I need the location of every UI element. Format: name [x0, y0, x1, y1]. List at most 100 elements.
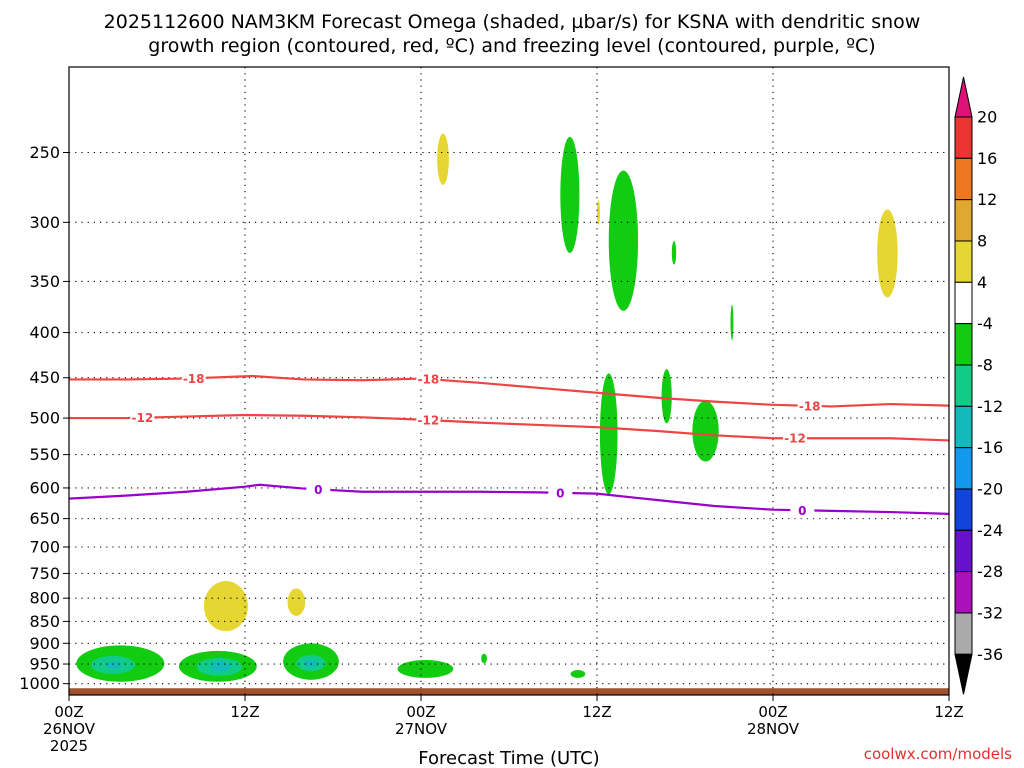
x-tick-60: 12Z	[934, 703, 963, 721]
omega-region-1	[560, 136, 580, 254]
colorbar-top-arrow	[954, 76, 973, 118]
x-tick-36: 12Z	[582, 703, 611, 721]
contour-label-0-2: 0	[798, 504, 806, 518]
y-tick-550: 550	[29, 445, 60, 464]
x-tick-48: 00Z	[758, 703, 787, 721]
omega-region-9	[692, 400, 719, 462]
colorbar-label-8: -16	[977, 438, 1003, 457]
x-tick-0: 00Z	[54, 703, 83, 721]
omega-region-0	[437, 133, 449, 185]
omega-region-6	[877, 209, 898, 298]
colorbar-label-10: -24	[977, 521, 1003, 540]
credit-link[interactable]: coolwx.com/models	[864, 745, 1012, 763]
surface-ground	[69, 688, 949, 695]
contour-label--12-1: -12	[417, 413, 439, 427]
colorbar-swatch-3	[954, 240, 973, 283]
colorbar-bottom-arrow	[954, 653, 973, 695]
omega-region-10	[203, 581, 248, 632]
x-tick-24: 00Z	[406, 703, 435, 721]
y-tick-700: 700	[29, 538, 60, 557]
contour-label-0-0: 0	[314, 483, 322, 497]
y-tick-300: 300	[29, 213, 60, 232]
omega-region-2	[597, 200, 600, 225]
x-tick-12: 12Z	[230, 703, 259, 721]
colorbar-swatch-0	[954, 116, 973, 159]
y-tick-750: 750	[29, 564, 60, 583]
colorbar-label-5: -4	[977, 314, 993, 333]
y-tick-600: 600	[29, 478, 60, 497]
plot-frame	[68, 66, 950, 696]
contour-label-0-1: 0	[556, 486, 564, 500]
contour-label-bg	[416, 371, 441, 388]
omega-region-3	[608, 170, 639, 311]
omega-region-8	[661, 369, 672, 424]
omega-region-22	[481, 653, 488, 664]
omega-region-17	[209, 661, 231, 672]
colorbar-label-7: -12	[977, 397, 1003, 416]
colorbar-label-0: 20	[977, 108, 997, 127]
x-year-0: 2025	[50, 737, 88, 755]
contour-line--12	[69, 413, 949, 442]
y-tick-950: 950	[29, 655, 60, 674]
contour-label--18-2: -18	[799, 399, 821, 413]
contour-label--18-1: -18	[417, 373, 439, 387]
y-tick-850: 850	[29, 612, 60, 631]
colorbar-label-1: 16	[977, 149, 997, 168]
omega-region-7	[599, 373, 618, 495]
contour-label-bg	[130, 409, 155, 426]
y-tick-250: 250	[29, 143, 60, 162]
omega-region-11	[287, 588, 306, 616]
contour-label--12-0: -12	[131, 411, 153, 425]
omega-colorbar: 20 16 12 8 4 -4 -8 -12 -16 -20 -24 -28 -32 -36	[954, 76, 1003, 695]
omega-region-4	[671, 241, 677, 265]
plot-area: -18 -18 -18 -12 -12 -12 0 0 0	[69, 67, 949, 695]
omega-region-21	[397, 659, 454, 678]
colorbar-label-4: 4	[977, 273, 987, 292]
y-tick-400: 400	[29, 323, 60, 342]
chart-title-line1: 2025112600 NAM3KM Forecast Omega (shaded…	[104, 11, 921, 33]
y-tick-800: 800	[29, 589, 60, 608]
colorbar-label-9: -20	[977, 479, 1003, 498]
contour-label-bg	[181, 370, 206, 387]
contour-label-bg	[548, 484, 573, 501]
colorbar-swatch-12	[954, 612, 973, 655]
y-tick-450: 450	[29, 368, 60, 387]
chart-title-line2: growth region (contoured, red, ºC) and f…	[148, 35, 875, 57]
colorbar-label-2: 12	[977, 190, 997, 209]
x-axis-title: Forecast Time (UTC)	[418, 748, 599, 768]
y-tick-900: 900	[29, 634, 60, 653]
colorbar-swatch-5	[954, 323, 973, 366]
contour-label--18-0: -18	[183, 372, 205, 386]
colorbar-label-11: -28	[977, 562, 1003, 581]
omega-region-14	[105, 661, 122, 669]
colorbar-swatch-9	[954, 488, 973, 531]
colorbar-label-6: -8	[977, 355, 993, 374]
colorbar-label-12: -32	[977, 603, 1003, 622]
omega-region-23	[570, 670, 586, 678]
colorbar-swatch-11	[954, 571, 973, 614]
pressure-axis: 250 300 350 400 450 500 550 600 650 700 750 800 850 9…	[19, 143, 69, 693]
colorbar-swatch-10	[954, 529, 973, 573]
colorbar-swatch-2	[954, 199, 973, 242]
x-date-48: 28NOV	[747, 720, 800, 738]
contour-label-bg	[797, 397, 822, 414]
x-date-24: 27NOV	[395, 720, 448, 738]
colorbar-swatch-6	[954, 364, 973, 407]
colorbar-swatch-8	[954, 447, 973, 490]
contour-label--12-2: -12	[784, 432, 806, 446]
contour-label-bg	[306, 481, 331, 498]
omega-region-5	[730, 304, 734, 341]
colorbar-swatch-7	[954, 405, 973, 449]
contour-label-bg	[783, 430, 807, 447]
contour-label-bg	[790, 502, 815, 519]
x-date-0: 26NOV	[43, 720, 96, 738]
y-tick-650: 650	[29, 509, 60, 528]
colorbar-label-3: 8	[977, 231, 987, 250]
y-tick-350: 350	[29, 272, 60, 291]
contour-label-bg	[416, 411, 441, 428]
colorbar-swatch-4	[954, 281, 973, 325]
y-tick-1000: 1000	[19, 674, 60, 693]
contour-line-0	[69, 483, 949, 515]
